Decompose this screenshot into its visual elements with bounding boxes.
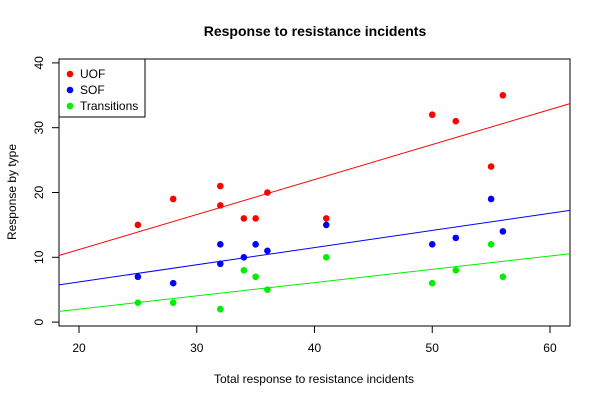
point-sof [264,247,271,255]
x-tick-label: 20 [72,341,86,355]
y-tick-label: 20 [32,186,46,200]
y-tick-label: 10 [32,250,46,264]
fit-lines [58,103,571,312]
legend-label-transitions: Transitions [80,99,138,113]
fit-line-sof [58,209,571,286]
point-transitions [169,299,177,306]
point-uof [452,117,460,125]
legend: UOF SOF Transitions [58,58,146,118]
point-sof [499,228,507,235]
legend-marker-sof [66,86,74,94]
point-transitions [452,266,460,274]
point-sof [217,260,224,268]
legend-marker-transitions [66,102,74,110]
point-uof [252,215,259,222]
point-uof [217,202,224,209]
legend-box [58,58,146,118]
x-tick-label: 40 [308,341,322,355]
y-tick-label: 40 [32,56,46,70]
point-transitions [428,279,436,287]
data-points [134,91,507,313]
point-uof [499,91,507,99]
x-axis-label: Total response to resistance incidents [214,372,414,386]
point-sof [487,195,495,203]
legend-label-uof: UOF [80,67,105,81]
point-transitions [217,305,224,313]
point-sof [428,241,436,248]
x-tick-label: 30 [190,341,204,355]
x-tick-label: 60 [543,341,557,355]
y-axis: 0 10 20 30 40 [32,56,59,325]
point-sof [169,279,177,287]
point-uof [428,111,436,119]
point-sof [322,221,330,229]
fit-line-uof [58,103,571,256]
point-sof [452,234,460,242]
y-tick-label: 30 [32,121,46,135]
chart-title: Response to resistance incidents [204,23,427,39]
fit-line-transitions [58,253,571,312]
y-axis-label: Response by type [5,144,19,240]
x-axis: 20 30 40 50 60 [72,326,557,355]
point-transitions [487,241,495,248]
legend-marker-uof [66,70,74,78]
x-tick-label: 50 [426,341,440,355]
point-sof [134,273,142,281]
point-sof [240,254,248,261]
y-tick-label: 0 [32,318,46,325]
point-transitions [134,299,142,306]
point-sof [252,241,259,248]
point-transitions [322,254,330,261]
legend-label-sof: SOF [80,83,105,97]
point-uof [217,182,224,190]
point-sof [217,241,224,248]
point-transitions [240,266,248,274]
point-transitions [252,273,259,281]
point-uof [240,215,248,222]
point-uof [322,215,330,222]
point-uof [487,163,495,170]
point-transitions [499,273,507,281]
point-uof [264,189,271,196]
point-transitions [264,286,271,294]
point-uof [169,195,177,203]
point-uof [134,221,142,229]
